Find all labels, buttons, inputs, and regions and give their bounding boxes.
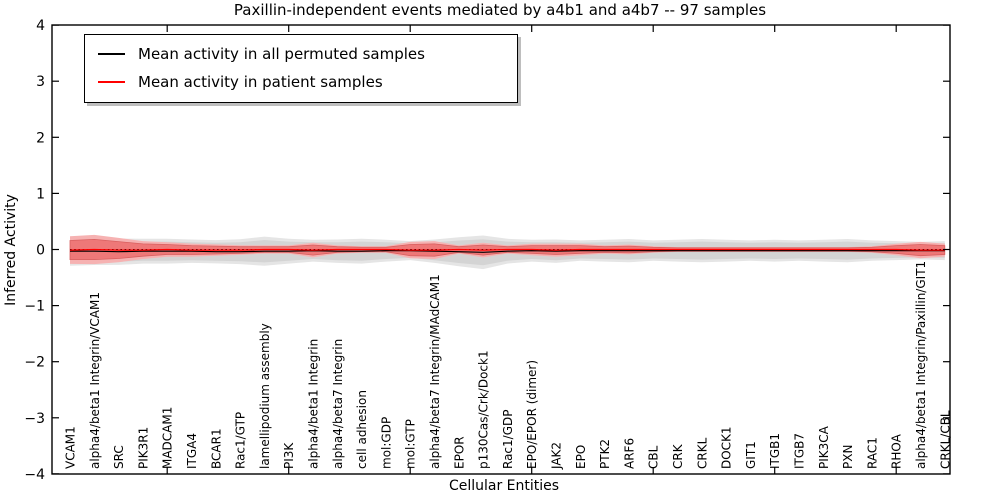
x-tick-label: CRKL/CBL [938,410,952,469]
x-tick-label: alpha4/beta1 Integrin/Paxillin/GIT1 [914,261,928,469]
x-tick-label: ITGB1 [768,433,782,469]
y-tick-label: 0 [36,243,45,259]
legend-line-permuted-icon [98,53,125,55]
y-tick-label: 4 [36,18,45,34]
x-tick-label: PTK2 [598,439,612,469]
x-tick-label: JAK2 [550,442,564,470]
legend-item-patient: Mean activity in patient samples [85,68,517,96]
x-tick-label: p130Cas/Crk/Dock1 [477,350,491,469]
x-tick-label: cell adhesion [355,390,369,469]
legend-box: Mean activity in all permuted samples Me… [84,34,518,103]
x-tick-label: PIK3R1 [136,427,150,469]
x-tick-label: alpha4/beta7 Integrin [331,339,345,469]
x-tick-label: ITGA4 [185,433,199,469]
permuted-mean-line [70,249,945,253]
x-tick-label: MADCAM1 [161,407,175,469]
legend-item-permuted: Mean activity in all permuted samples [85,40,517,68]
x-tick-label: EPO/EPOR (dimer) [525,360,539,469]
x-tick-label: mol:GTP [404,419,418,469]
x-tick-label: RHOA [890,433,904,469]
x-tick-label: Rac1/GTP [234,412,248,469]
x-tick-label: GIT1 [744,441,758,469]
x-tick-label: EPO [574,445,588,469]
x-tick-label: mol:GDP [379,417,393,469]
x-tick-label: ITGB7 [793,433,807,469]
x-tick-label: lamellipodium assembly [258,323,272,469]
legend-label-patient: Mean activity in patient samples [138,73,383,91]
x-tick-label: CRK [671,443,685,469]
y-tick-label: 3 [36,74,45,90]
y-tick-label: −2 [24,355,45,371]
x-tick-label: SRC [112,445,126,469]
x-tick-label: PI3K [282,442,296,469]
chart-title: Paxillin-independent events mediated by … [233,1,767,19]
y-tick-label: 2 [36,130,45,146]
x-tick-label: EPOR [452,436,466,469]
x-tick-label: ARF6 [622,438,636,469]
x-tick-label: DOCK1 [720,426,734,469]
x-axis-title: Cellular Entities [448,478,560,494]
x-tick-label: CRKL [695,437,709,469]
x-tick-label: VCAM1 [64,426,78,469]
patient-mean-line [69,248,945,251]
x-tick-label: PXN [841,445,855,469]
x-tick-label: RAC1 [865,437,879,469]
x-tick-label: alpha4/beta1 Integrin [307,339,321,469]
y-tick-label: −3 [24,411,45,427]
legend-label-permuted: Mean activity in all permuted samples [138,45,425,63]
x-tick-label: PIK3CA [817,425,831,469]
y-tick-label: −4 [24,467,45,483]
y-tick-label: −1 [24,299,45,315]
y-tick-label: 1 [36,186,45,202]
y-axis-title: Inferred Activity [3,194,19,306]
x-tick-label: BCAR1 [209,428,223,469]
x-tick-label: Rac1/GDP [501,410,515,469]
legend-line-patient-icon [98,81,125,83]
x-tick-label: alpha4/beta1 Integrin/VCAM1 [88,292,102,469]
x-tick-label: CBL [647,445,661,469]
x-tick-label: alpha4/beta7 Integrin/MAdCAM1 [428,274,442,469]
